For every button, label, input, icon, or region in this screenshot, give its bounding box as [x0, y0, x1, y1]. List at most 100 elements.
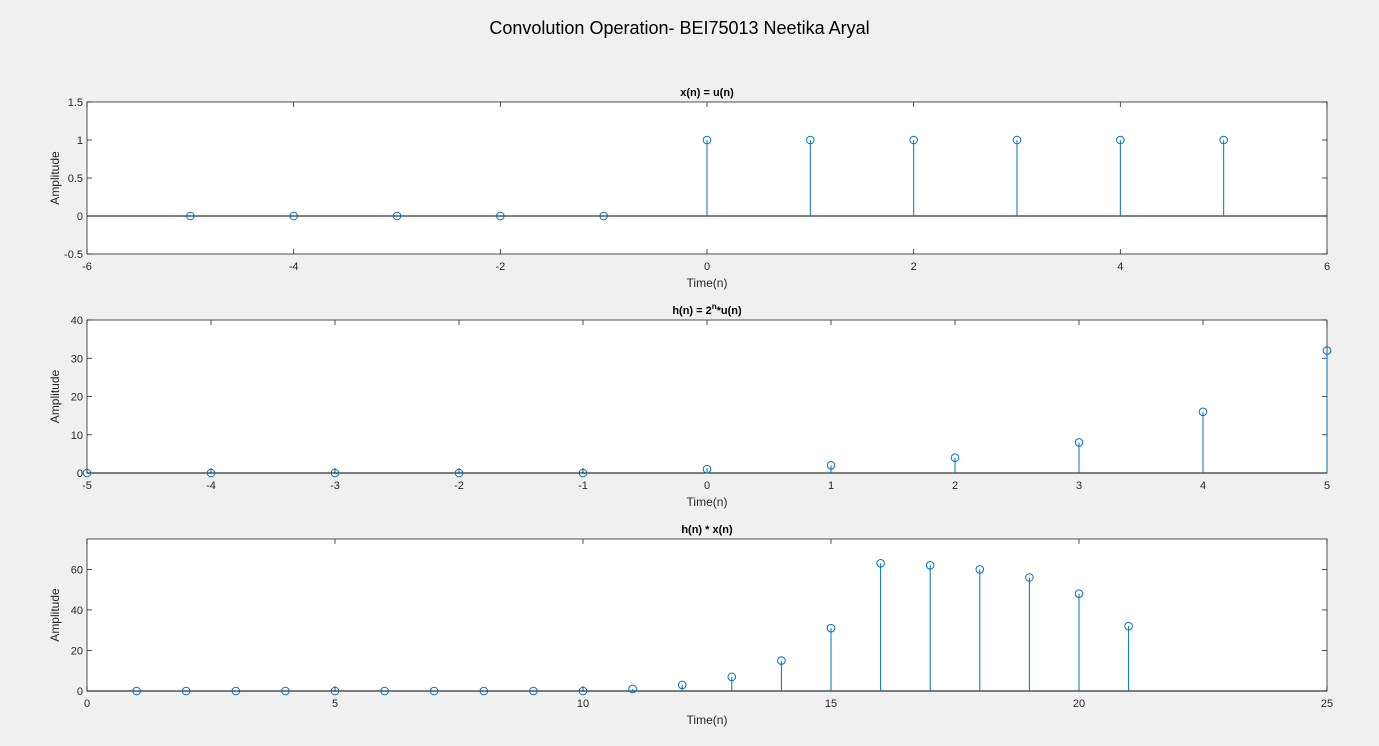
x-axis-label: Time(n) [687, 495, 728, 509]
stem-marker [1124, 621, 1133, 631]
stem-marker [1025, 573, 1034, 582]
stem-marker [826, 623, 836, 633]
x-tick-label: 4 [1200, 480, 1206, 492]
x-tick-label: 1 [828, 480, 834, 492]
stem-marker [479, 686, 489, 696]
y-tick-label: 60 [71, 564, 83, 576]
stem-marker [1198, 407, 1208, 417]
stem-marker [777, 656, 786, 665]
y-tick-label: 20 [71, 645, 83, 657]
subplot-x-of-n: -6 -4 -2 0 2 4 6 -0.5 0 0.5 1 1.5 x(n) = u(n) Time(n)… [48, 87, 1330, 290]
x-tick-label: 0 [84, 698, 90, 710]
stem-marker [1012, 135, 1022, 145]
stem-marker [950, 453, 960, 463]
stem-marker [429, 686, 439, 696]
x-tick-label: 5 [332, 698, 338, 710]
y-tick-label: 10 [71, 430, 83, 442]
x-tick-label: 5 [1324, 480, 1330, 492]
stem-marker [578, 468, 588, 478]
stem-marker [181, 686, 191, 696]
subplot-title-rest: *u(n) [717, 305, 742, 317]
stem-marker [496, 211, 505, 221]
y-axis-label: Amplitude [48, 588, 62, 642]
subplot-title-superscript: n [712, 302, 717, 311]
stem-marker [132, 686, 141, 696]
x-tick-label: 25 [1321, 698, 1333, 710]
stem-marker [806, 135, 815, 145]
y-tick-label: 20 [71, 392, 83, 404]
y-tick-label: 30 [71, 353, 83, 365]
stem-marker [826, 461, 836, 470]
subplot-title: x(n) = u(n) [680, 87, 734, 99]
subplot-title-base: h(n) = 2 [672, 305, 711, 317]
x-tick-label: -3 [330, 480, 340, 492]
subplot-title: h(n) * x(n) [681, 524, 733, 536]
subplot-title: h(n) = 2n*u(n) [672, 302, 742, 317]
stem-marker [1116, 135, 1125, 145]
x-tick-label: 0 [704, 261, 710, 273]
x-tick-label: 6 [1324, 261, 1330, 273]
x-tick-label: -4 [289, 261, 299, 273]
x-tick-label: 2 [952, 480, 958, 492]
x-tick-label: -1 [578, 480, 588, 492]
x-tick-label: -6 [82, 261, 92, 273]
stem-marker [1322, 346, 1332, 355]
figure-title: Convolution Operation- BEI75013 Neetika … [489, 18, 870, 38]
stem-marker [529, 686, 538, 696]
stem-marker [727, 672, 737, 682]
y-tick-label: 0 [77, 211, 83, 223]
y-tick-label: -0.5 [64, 249, 83, 261]
stem-marker [702, 464, 712, 474]
y-tick-label: 0 [77, 468, 83, 480]
x-tick-label: 2 [911, 261, 917, 273]
stem-marker [578, 686, 588, 696]
stem-marker [909, 135, 918, 145]
stem-marker [628, 684, 637, 694]
x-tick-label: 4 [1117, 261, 1123, 273]
stem-marker [289, 211, 298, 221]
stem-marker [975, 565, 985, 574]
stem-marker [380, 686, 389, 696]
y-axis-label: Amplitude [48, 151, 62, 205]
x-tick-label: 0 [704, 480, 710, 492]
stem-marker [330, 468, 340, 478]
stem-marker [1074, 589, 1084, 599]
x-tick-label: 3 [1076, 480, 1082, 492]
stem-marker [454, 468, 464, 478]
axes-box [86, 538, 1328, 692]
x-tick-label: 10 [577, 698, 589, 710]
stem-marker [330, 686, 340, 696]
y-axis-label: Amplitude [48, 370, 62, 424]
stem-marker [392, 211, 402, 221]
axes-box [86, 319, 1328, 474]
stem-marker [186, 211, 195, 221]
stem-marker [281, 686, 290, 696]
x-tick-label: -5 [82, 480, 92, 492]
stem-marker [702, 135, 712, 145]
stem-marker [925, 561, 935, 570]
subplot-h-of-n: -5 -4 -3 -2 -1 0 1 2 3 4 5 0 10 20 30 40 h(n) = 2n*u(n) T… [48, 302, 1332, 509]
stem-marker [876, 559, 885, 568]
y-tick-label: 40 [71, 605, 83, 617]
y-tick-label: 0 [77, 686, 83, 698]
subplot-convolution: 0 5 10 15 20 25 0 20 40 60 h(n) * x(n) Time(n) Ampli… [48, 524, 1333, 727]
x-tick-label: -2 [454, 480, 464, 492]
x-axis-label: Time(n) [687, 276, 728, 290]
y-tick-label: 1.5 [68, 97, 83, 109]
x-tick-label: -2 [495, 261, 505, 273]
y-tick-label: 40 [71, 315, 83, 327]
y-tick-label: 0.5 [68, 173, 83, 185]
x-tick-label: 15 [825, 698, 837, 710]
stem-marker [1219, 135, 1228, 145]
stem-marker [82, 468, 92, 478]
stem-marker [206, 468, 216, 478]
stem-marker [677, 680, 687, 690]
x-tick-label: -4 [206, 480, 216, 492]
x-tick-label: 20 [1073, 698, 1085, 710]
stem-marker [231, 686, 241, 696]
x-axis-label: Time(n) [687, 713, 728, 727]
stem-marker [1074, 438, 1084, 447]
y-tick-label: 1 [77, 135, 83, 147]
stem-marker [599, 211, 608, 221]
